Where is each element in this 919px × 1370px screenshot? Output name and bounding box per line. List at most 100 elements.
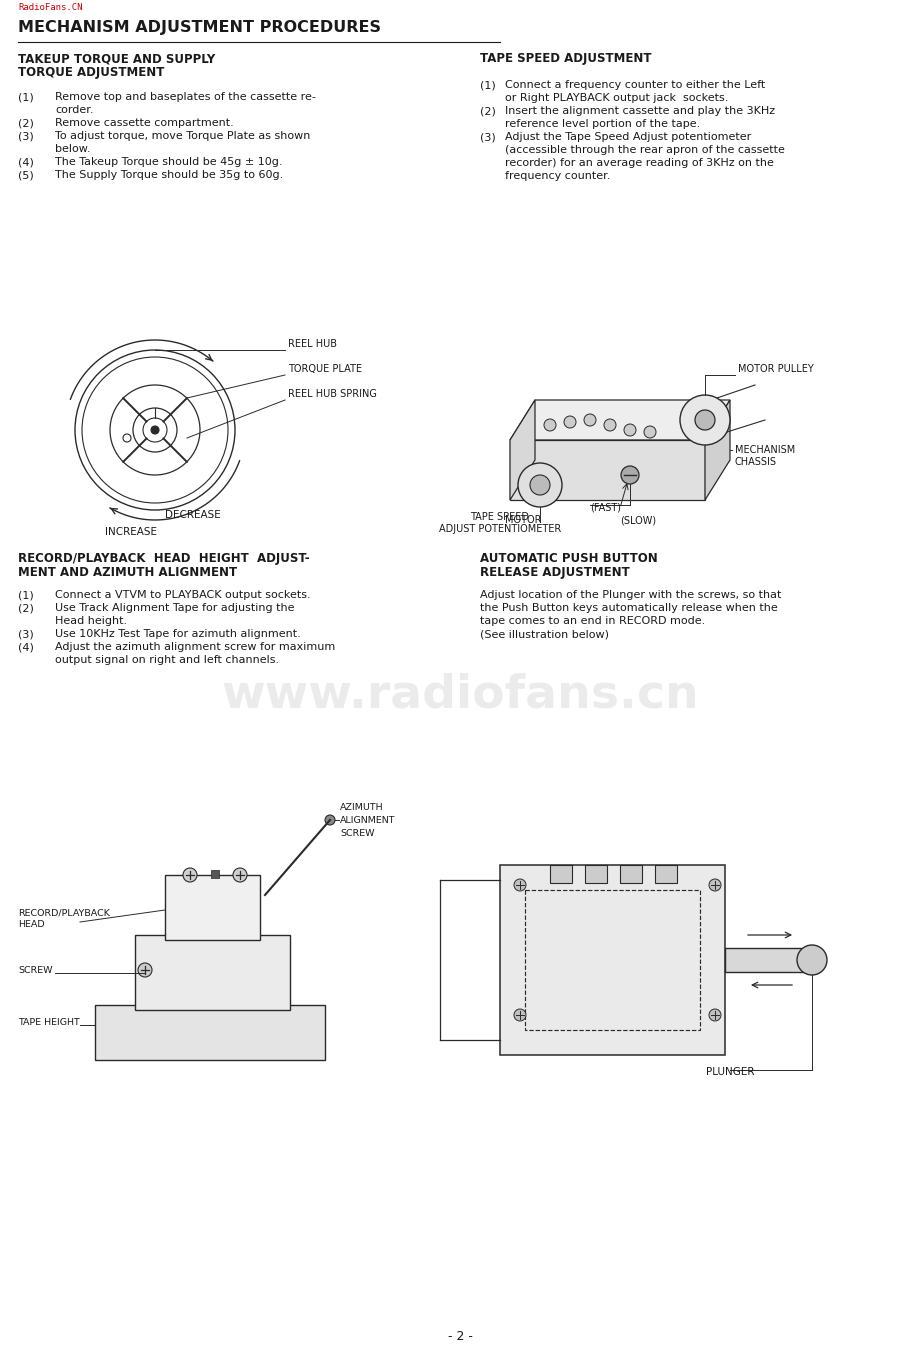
Text: www.radiofans.cn: www.radiofans.cn bbox=[221, 673, 698, 718]
Bar bbox=[619, 864, 641, 884]
Text: Remove cassette compartment.: Remove cassette compartment. bbox=[55, 118, 233, 127]
Text: (1): (1) bbox=[18, 590, 34, 600]
Text: (3): (3) bbox=[480, 132, 495, 142]
Text: SCREW: SCREW bbox=[18, 966, 52, 975]
Text: reference level portion of the tape.: reference level portion of the tape. bbox=[505, 119, 699, 129]
Text: TAPE SPEED: TAPE SPEED bbox=[470, 512, 529, 522]
Text: corder.: corder. bbox=[55, 105, 94, 115]
Circle shape bbox=[623, 423, 635, 436]
Text: Adjust location of the Plunger with the screws, so that: Adjust location of the Plunger with the … bbox=[480, 590, 780, 600]
Text: (See illustration below): (See illustration below) bbox=[480, 629, 608, 638]
Polygon shape bbox=[509, 440, 704, 500]
Text: INCREASE: INCREASE bbox=[105, 527, 157, 537]
Circle shape bbox=[604, 419, 616, 432]
Circle shape bbox=[233, 869, 246, 882]
Text: HEAD: HEAD bbox=[18, 921, 45, 929]
Text: Use 10KHz Test Tape for azimuth alignment.: Use 10KHz Test Tape for azimuth alignmen… bbox=[55, 629, 301, 638]
Circle shape bbox=[679, 395, 729, 445]
Text: output signal on right and left channels.: output signal on right and left channels… bbox=[55, 655, 278, 664]
Text: or Right PLAYBACK output jack  sockets.: or Right PLAYBACK output jack sockets. bbox=[505, 93, 728, 103]
Text: (SLOW): (SLOW) bbox=[619, 515, 655, 525]
Text: TAPE HEIGHT: TAPE HEIGHT bbox=[18, 1018, 80, 1028]
Text: Adjust the Tape Speed Adjust potentiometer: Adjust the Tape Speed Adjust potentiomet… bbox=[505, 132, 751, 142]
Text: REEL HUB SPRING: REEL HUB SPRING bbox=[288, 389, 377, 399]
Text: MENT AND AZIMUTH ALIGNMENT: MENT AND AZIMUTH ALIGNMENT bbox=[18, 566, 237, 580]
Bar bbox=[584, 864, 607, 884]
Text: SCREW: SCREW bbox=[340, 829, 374, 838]
Bar bbox=[499, 864, 724, 1055]
Circle shape bbox=[796, 945, 826, 975]
Text: RadioFans.CN: RadioFans.CN bbox=[18, 3, 83, 12]
Text: frequency counter.: frequency counter. bbox=[505, 171, 609, 181]
Text: TORQUE ADJUSTMENT: TORQUE ADJUSTMENT bbox=[18, 66, 165, 79]
Circle shape bbox=[643, 426, 655, 438]
Circle shape bbox=[584, 414, 596, 426]
Bar bbox=[165, 875, 260, 940]
Text: (1): (1) bbox=[18, 92, 34, 101]
Text: MOTOR PULLEY: MOTOR PULLEY bbox=[737, 364, 813, 374]
Circle shape bbox=[620, 466, 639, 484]
Text: (2): (2) bbox=[18, 603, 34, 612]
Bar bbox=[210, 870, 219, 878]
Text: DECREASE: DECREASE bbox=[165, 510, 221, 521]
Text: TORQUE PLATE: TORQUE PLATE bbox=[288, 364, 361, 374]
Polygon shape bbox=[509, 400, 729, 440]
Text: below.: below. bbox=[55, 144, 90, 153]
Text: (FAST): (FAST) bbox=[589, 501, 620, 512]
Text: ADJUST POTENTIOMETER: ADJUST POTENTIOMETER bbox=[438, 523, 561, 534]
Text: Remove top and baseplates of the cassette re-: Remove top and baseplates of the cassett… bbox=[55, 92, 315, 101]
Circle shape bbox=[514, 880, 526, 891]
Text: Connect a frequency counter to either the Left: Connect a frequency counter to either th… bbox=[505, 79, 765, 90]
Circle shape bbox=[709, 880, 720, 891]
Text: the Push Button keys automatically release when the: the Push Button keys automatically relea… bbox=[480, 603, 777, 612]
Text: (3): (3) bbox=[18, 629, 34, 638]
Text: AUTOMATIC PUSH BUTTON: AUTOMATIC PUSH BUTTON bbox=[480, 552, 657, 564]
Bar bbox=[550, 864, 572, 884]
Circle shape bbox=[529, 475, 550, 495]
Circle shape bbox=[138, 963, 152, 977]
Text: tape comes to an end in RECORD mode.: tape comes to an end in RECORD mode. bbox=[480, 616, 705, 626]
Polygon shape bbox=[704, 400, 729, 500]
Text: (2): (2) bbox=[18, 118, 34, 127]
Text: REEL HUB: REEL HUB bbox=[288, 338, 336, 349]
Circle shape bbox=[324, 815, 335, 825]
Text: Insert the alignment cassette and play the 3KHz: Insert the alignment cassette and play t… bbox=[505, 105, 775, 116]
Text: PLUNGER: PLUNGER bbox=[705, 1067, 754, 1077]
Text: TAKEUP TORQUE AND SUPPLY: TAKEUP TORQUE AND SUPPLY bbox=[18, 52, 215, 64]
Text: Adjust the azimuth alignment screw for maximum: Adjust the azimuth alignment screw for m… bbox=[55, 643, 335, 652]
Circle shape bbox=[151, 426, 159, 434]
Text: RECORD/PLAYBACK: RECORD/PLAYBACK bbox=[18, 908, 109, 917]
Text: (5): (5) bbox=[18, 170, 34, 179]
Circle shape bbox=[563, 416, 575, 427]
Text: (4): (4) bbox=[18, 158, 34, 167]
Text: Head height.: Head height. bbox=[55, 616, 127, 626]
Text: (1): (1) bbox=[480, 79, 495, 90]
Text: The Takeup Torque should be 45g ± 10g.: The Takeup Torque should be 45g ± 10g. bbox=[55, 158, 282, 167]
Text: MOTOR: MOTOR bbox=[505, 515, 541, 525]
Bar bbox=[724, 948, 809, 971]
Circle shape bbox=[183, 869, 197, 882]
Bar bbox=[654, 864, 676, 884]
Text: recorder) for an average reading of 3KHz on the: recorder) for an average reading of 3KHz… bbox=[505, 158, 773, 169]
Circle shape bbox=[517, 463, 562, 507]
Bar bbox=[525, 890, 699, 1030]
Text: ALIGNMENT: ALIGNMENT bbox=[340, 817, 395, 825]
Text: The Supply Torque should be 35g to 60g.: The Supply Torque should be 35g to 60g. bbox=[55, 170, 283, 179]
Text: MECHANISM ADJUSTMENT PROCEDURES: MECHANISM ADJUSTMENT PROCEDURES bbox=[18, 21, 380, 36]
Text: (accessible through the rear apron of the cassette: (accessible through the rear apron of th… bbox=[505, 145, 784, 155]
Circle shape bbox=[709, 1008, 720, 1021]
Text: - 2 -: - 2 - bbox=[447, 1330, 472, 1343]
Circle shape bbox=[694, 410, 714, 430]
Text: (4): (4) bbox=[18, 643, 34, 652]
Text: (2): (2) bbox=[480, 105, 495, 116]
Text: TAPE SPEED ADJUSTMENT: TAPE SPEED ADJUSTMENT bbox=[480, 52, 651, 64]
Text: Use Track Alignment Tape for adjusting the: Use Track Alignment Tape for adjusting t… bbox=[55, 603, 294, 612]
Bar bbox=[135, 934, 289, 1010]
Text: RECORD/PLAYBACK  HEAD  HEIGHT  ADJUST-: RECORD/PLAYBACK HEAD HEIGHT ADJUST- bbox=[18, 552, 310, 564]
Text: Connect a VTVM to PLAYBACK output sockets.: Connect a VTVM to PLAYBACK output socket… bbox=[55, 590, 311, 600]
Text: (3): (3) bbox=[18, 132, 34, 141]
Text: MECHANISM
CHASSIS: MECHANISM CHASSIS bbox=[734, 445, 794, 467]
Text: RELEASE ADJUSTMENT: RELEASE ADJUSTMENT bbox=[480, 566, 630, 580]
Polygon shape bbox=[509, 400, 535, 500]
Circle shape bbox=[514, 1008, 526, 1021]
